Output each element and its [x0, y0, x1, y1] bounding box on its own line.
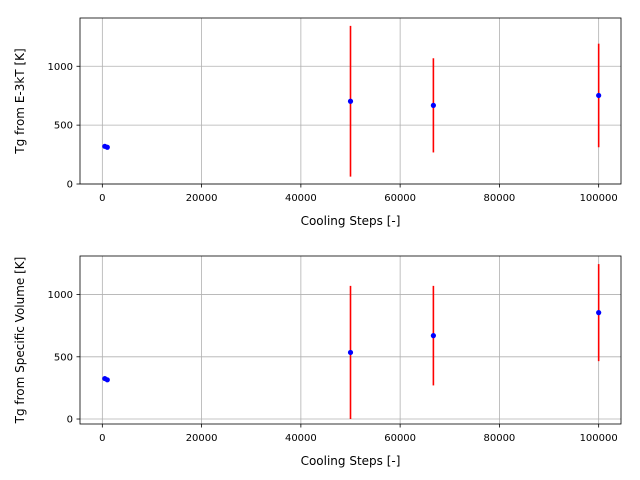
chart-bottom: 0 20000 40000 60000 80000 100000 0 500 1000 Coo…: [13, 255, 622, 468]
data-points: [102, 310, 602, 383]
y-axis-label: Tg from E-3kT [K]: [13, 48, 27, 154]
y-tick-label: 0: [67, 415, 73, 426]
y-tick-label: 500: [54, 121, 73, 132]
x-tick-label: 20000: [186, 193, 218, 204]
x-tick-label: 80000: [483, 433, 515, 444]
data-point: [430, 333, 436, 339]
data-point: [430, 102, 436, 108]
data-point: [347, 98, 354, 104]
x-tick-label: 20000: [186, 433, 218, 444]
data-point: [596, 310, 602, 316]
x-tick-label: 0: [99, 433, 105, 444]
x-axis-ticks: 0 20000 40000 60000 80000 100000: [99, 184, 618, 204]
x-axis-ticks: 0 20000 40000 60000 80000 100000: [99, 424, 618, 444]
data-point: [347, 349, 354, 356]
x-tick-label: 40000: [285, 433, 317, 444]
x-axis-label: Cooling Steps [-]: [301, 454, 401, 468]
data-points: [102, 92, 602, 150]
y-tick-label: 1000: [48, 62, 73, 73]
y-axis-ticks: 0 500 1000: [48, 62, 80, 191]
data-point: [596, 92, 602, 99]
y-tick-label: 500: [54, 352, 73, 363]
plot-area-frame: [79, 255, 622, 425]
x-tick-label: 100000: [580, 193, 618, 204]
x-tick-label: 40000: [285, 193, 317, 204]
y-tick-label: 1000: [48, 290, 73, 301]
x-tick-label: 80000: [483, 193, 515, 204]
x-tick-label: 100000: [580, 433, 618, 444]
data-point: [104, 377, 110, 383]
x-tick-label: 60000: [384, 433, 416, 444]
plot-area-frame: [79, 17, 622, 185]
y-axis-label: Tg from Specific Volume [K]: [13, 257, 27, 425]
x-tick-label: 0: [99, 193, 105, 204]
data-point: [104, 144, 110, 150]
y-tick-label: 0: [67, 180, 73, 191]
x-tick-label: 60000: [384, 193, 416, 204]
chart-top: 0 20000 40000 60000 80000 100000 0 500 1000 Coo…: [13, 17, 622, 228]
x-axis-label: Cooling Steps [-]: [301, 214, 401, 228]
y-axis-ticks: 0 500 1000: [48, 290, 80, 426]
